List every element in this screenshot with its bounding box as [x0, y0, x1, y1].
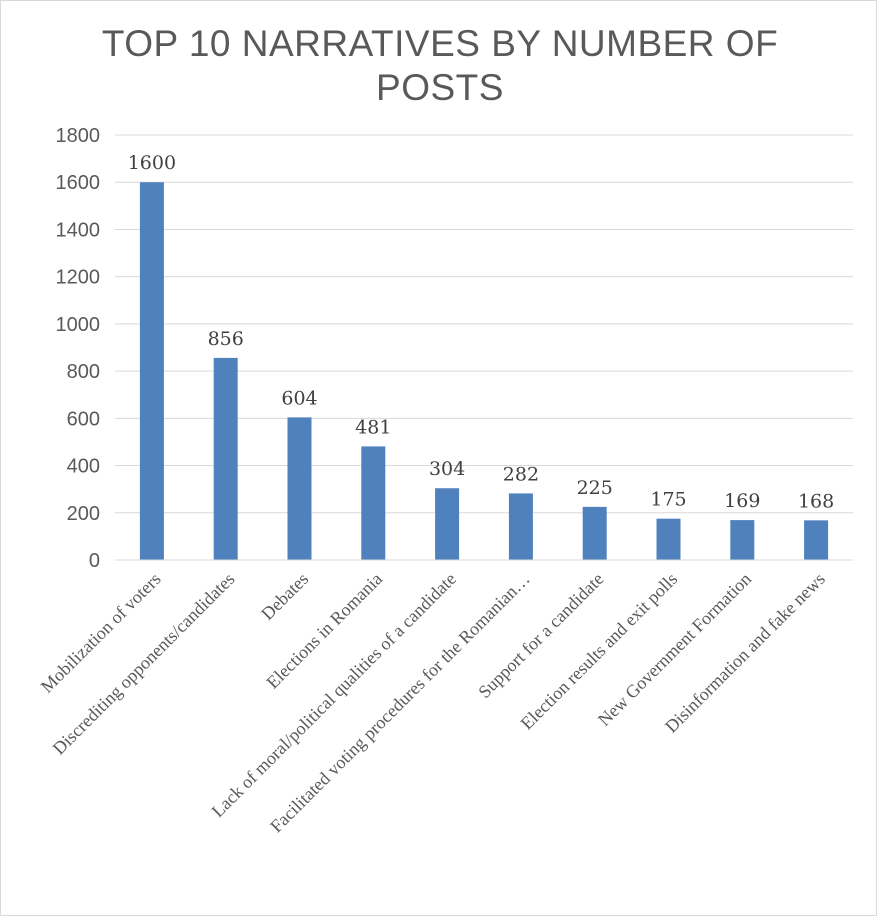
bar	[730, 520, 755, 560]
bar	[508, 493, 533, 560]
y-tick-label: 1000	[56, 314, 101, 336]
data-label: 1600	[128, 152, 176, 174]
bar	[804, 520, 829, 560]
bars	[139, 182, 829, 560]
gridlines	[115, 134, 853, 514]
bar	[361, 446, 386, 560]
y-tick-label: 600	[67, 408, 100, 430]
bar	[582, 506, 607, 560]
data-label: 225	[577, 477, 613, 499]
x-category-label: Disinformation and fake news	[661, 569, 829, 737]
bar	[213, 357, 238, 560]
y-tick-label: 1200	[56, 267, 101, 289]
bar	[435, 488, 460, 560]
x-category-label: Debates	[257, 569, 312, 624]
y-tick-label: 800	[67, 361, 100, 383]
data-label: 304	[429, 458, 465, 480]
bar	[656, 518, 681, 560]
data-label: 604	[281, 387, 317, 409]
x-category-label: Election results and exit polls	[517, 569, 682, 734]
y-tick-label: 0	[89, 550, 100, 572]
data-label: 175	[650, 489, 686, 511]
x-category-label: Facilitated voting procedures for the Ro…	[266, 569, 534, 837]
chart-title: TOP 10 NARRATIVES BY NUMBER OF POSTS	[101, 23, 779, 108]
x-category-label: Mobilization of voters	[37, 569, 165, 697]
data-label: 282	[503, 463, 539, 485]
data-label: 481	[355, 416, 391, 438]
x-category-label: Support for a candidate	[474, 569, 607, 702]
y-tick-label: 1800	[56, 125, 101, 147]
y-tick-label: 1400	[56, 219, 101, 241]
y-tick-label: 200	[67, 503, 100, 525]
data-label: 168	[798, 490, 834, 512]
data-label: 169	[724, 490, 760, 512]
bar	[139, 182, 164, 560]
bar	[287, 417, 312, 560]
y-tick-label: 1600	[56, 172, 101, 194]
data-label: 856	[208, 328, 244, 350]
x-category-label: New Government Formation	[594, 569, 755, 730]
data-labels: 1600 856 604 481 304 282 225 175 169 168	[128, 152, 835, 512]
y-axis-ticks: 0 200 400 600 800 1000 1200 1400 1600 1800	[56, 125, 101, 572]
y-tick-label: 400	[67, 456, 100, 478]
